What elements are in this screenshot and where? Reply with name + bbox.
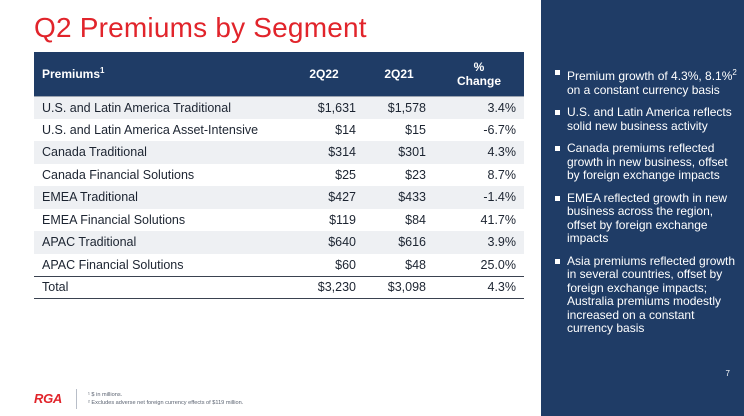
value-2q21: $301	[398, 145, 426, 160]
segment-name: U.S. and Latin America Asset-Intensive	[42, 122, 259, 137]
table-row: Canada Financial Solutions $25 $23 8.7%	[34, 164, 524, 187]
premiums-table: Premiums1 2Q22 2Q21 % Change U.S. and Lat…	[34, 52, 524, 299]
commentary-item: Canada premiums reflected growth in new …	[555, 141, 740, 183]
commentary-panel: Premium growth of 4.3%, 8.1%2 on a const…	[541, 0, 744, 416]
total-2q22: $3,230	[284, 275, 364, 299]
square-bullet-icon	[555, 110, 560, 115]
table-total-row: Total $3,230 $3,098 4.3%	[34, 275, 524, 299]
commentary-list: Premium growth of 4.3%, 8.1%2 on a const…	[541, 0, 744, 336]
table-row: Canada Traditional $314 $301 4.3%	[34, 141, 524, 164]
commentary-item: Asia premiums reflected growth in severa…	[555, 254, 740, 336]
value-change: 25.0%	[480, 257, 516, 272]
segment-name: Canada Traditional	[42, 145, 147, 160]
rga-logo: RGA	[34, 391, 62, 406]
table-row: EMEA Traditional $427 $433 -1.4%	[34, 186, 524, 209]
value-change: 4.3%	[487, 145, 517, 160]
value-change: 41.7%	[480, 212, 516, 227]
segment-name: EMEA Financial Solutions	[42, 212, 186, 227]
value-2q22: $60	[335, 257, 356, 272]
footnote-2: ² Excludes adverse net foreign currency …	[88, 400, 244, 406]
footnotes: ¹ $ in millions. ² Excludes adverse net …	[88, 391, 243, 407]
total-2q21: $3,098	[364, 275, 434, 299]
value-change: 3.4%	[434, 95, 524, 119]
commentary-item: U.S. and Latin America reflects solid ne…	[555, 105, 740, 133]
header-2q21: 2Q21	[384, 66, 414, 81]
segment-name: U.S. and Latin America Traditional	[34, 95, 284, 119]
value-2q21: $1,578	[364, 95, 434, 119]
square-bullet-icon	[555, 258, 560, 264]
value-2q22: $1,631	[284, 95, 364, 119]
value-2q22: $25	[335, 167, 356, 182]
logo-divider	[76, 389, 77, 409]
value-2q21: $616	[398, 235, 426, 250]
value-change: -6.7%	[483, 122, 516, 137]
page-title: Q2 Premiums by Segment	[34, 12, 367, 43]
header-premiums: Premiums1	[42, 66, 105, 82]
table-header-row: Premiums1 2Q22 2Q21 % Change	[34, 52, 524, 96]
table-row: U.S. and Latin America Asset-Intensive $…	[34, 119, 524, 142]
segment-name: APAC Financial Solutions	[42, 257, 184, 272]
value-2q21: $433	[398, 190, 426, 205]
value-2q22: $119	[329, 212, 356, 227]
table-row: APAC Traditional $640 $616 3.9%	[34, 231, 524, 254]
value-change: 3.9%	[487, 235, 517, 250]
segment-name: Canada Financial Solutions	[42, 167, 195, 182]
square-bullet-icon	[555, 70, 560, 75]
value-2q21: $84	[405, 212, 426, 227]
value-change: 8.7%	[487, 167, 517, 182]
segment-name: EMEA Traditional	[42, 190, 138, 205]
commentary-item: EMEA reflected growth in new business ac…	[555, 191, 740, 246]
header-2q22: 2Q22	[309, 66, 339, 81]
value-2q21: $23	[405, 167, 426, 182]
total-change: 4.3%	[434, 275, 524, 299]
square-bullet-icon	[555, 146, 560, 151]
commentary-item: Premium growth of 4.3%, 8.1%2 on a const…	[555, 66, 740, 97]
segment-name: APAC Traditional	[42, 235, 137, 250]
value-2q21: $48	[405, 257, 426, 272]
footnote-1: ¹ $ in millions.	[88, 392, 123, 398]
value-change: -1.4%	[483, 190, 516, 205]
square-bullet-icon	[555, 195, 560, 201]
value-2q22: $314	[328, 145, 356, 160]
table-row: U.S. and Latin America Traditional $1,63…	[34, 95, 524, 119]
value-2q21: $15	[405, 122, 426, 137]
table-row: EMEA Financial Solutions $119 $84 41.7%	[34, 209, 524, 232]
table-row: APAC Financial Solutions $60 $48 25.0%	[34, 254, 524, 277]
value-2q22: $14	[335, 122, 356, 137]
total-label: Total	[34, 275, 284, 299]
value-2q22: $640	[328, 235, 356, 250]
page-number: 7	[725, 369, 730, 378]
header-pct-change: % Change	[456, 59, 501, 88]
value-2q22: $427	[328, 190, 356, 205]
